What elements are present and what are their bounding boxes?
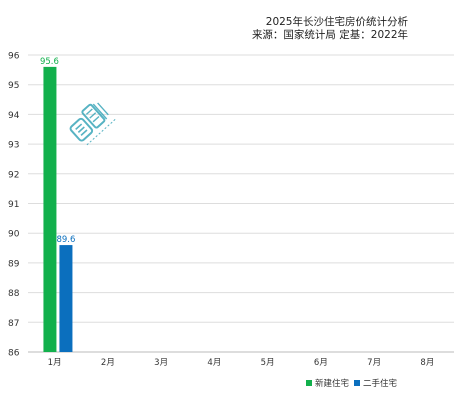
chart-title: 2025年长沙住宅房价统计分析 xyxy=(265,16,408,28)
y-tick-label: 92 xyxy=(8,170,19,180)
data-label: 95.6 xyxy=(40,57,59,67)
chart-title-block: 2025年长沙住宅房价统计分析 来源：国家统计局 定基：2022年 xyxy=(0,16,408,42)
x-tick-label: 2月 xyxy=(101,358,115,368)
x-tick-label: 8月 xyxy=(420,358,434,368)
legend-label-second: 二手住宅 xyxy=(363,379,398,389)
bar-second xyxy=(59,245,73,352)
legend-swatch-new xyxy=(306,380,312,386)
legend-item-new: 新建住宅 xyxy=(306,377,349,389)
x-tick-label: 5月 xyxy=(261,358,275,368)
y-tick-label: 86 xyxy=(8,349,20,359)
chart-subtitle: 来源：国家统计局 定基：2022年 xyxy=(251,29,408,41)
x-tick-label: 4月 xyxy=(207,358,221,368)
legend-item-second: 二手住宅 xyxy=(354,377,397,389)
y-tick-label: 94 xyxy=(8,111,20,121)
logo-watermark-icon xyxy=(59,89,124,154)
bar-new xyxy=(43,66,57,352)
chart-legend: 新建住宅 二手住宅 xyxy=(306,377,397,389)
x-tick-label: 1月 xyxy=(48,358,62,368)
x-tick-label: 3月 xyxy=(154,358,168,368)
y-tick-label: 90 xyxy=(8,230,20,240)
x-tick-label: 6月 xyxy=(314,358,328,368)
y-tick-label: 91 xyxy=(8,200,19,210)
x-tick-label: 7月 xyxy=(367,358,381,368)
data-label: 89.6 xyxy=(56,235,75,245)
y-tick-label: 96 xyxy=(8,52,20,62)
legend-swatch-second xyxy=(354,380,361,386)
y-tick-label: 87 xyxy=(8,319,19,329)
y-tick-label: 93 xyxy=(8,141,19,151)
y-tick-label: 88 xyxy=(8,289,20,299)
y-tick-label: 95 xyxy=(8,81,19,91)
legend-label-new: 新建住宅 xyxy=(315,379,350,389)
y-tick-label: 89 xyxy=(8,259,20,269)
